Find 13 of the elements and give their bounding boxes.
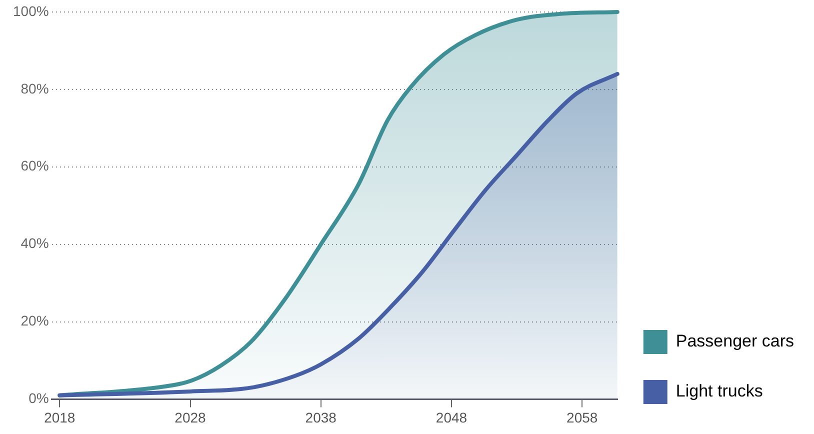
y-tick-label: 40% [20, 235, 49, 252]
x-tick-label: 2028 [174, 409, 206, 426]
x-tick-label: 2048 [436, 409, 468, 426]
y-tick-label: 100% [12, 2, 49, 19]
legend-label: Passenger cars [676, 332, 794, 351]
legend-label: Light trucks [676, 382, 763, 401]
y-tick-label: 80% [20, 80, 49, 96]
x-tick-label: 2018 [44, 409, 76, 426]
y-tick-label: 20% [20, 312, 49, 329]
y-tick-label: 0% [28, 390, 49, 406]
y-tick-label: 60% [20, 158, 49, 174]
x-tick-label: 2038 [305, 409, 337, 426]
x-tick-label: 2058 [566, 409, 598, 426]
